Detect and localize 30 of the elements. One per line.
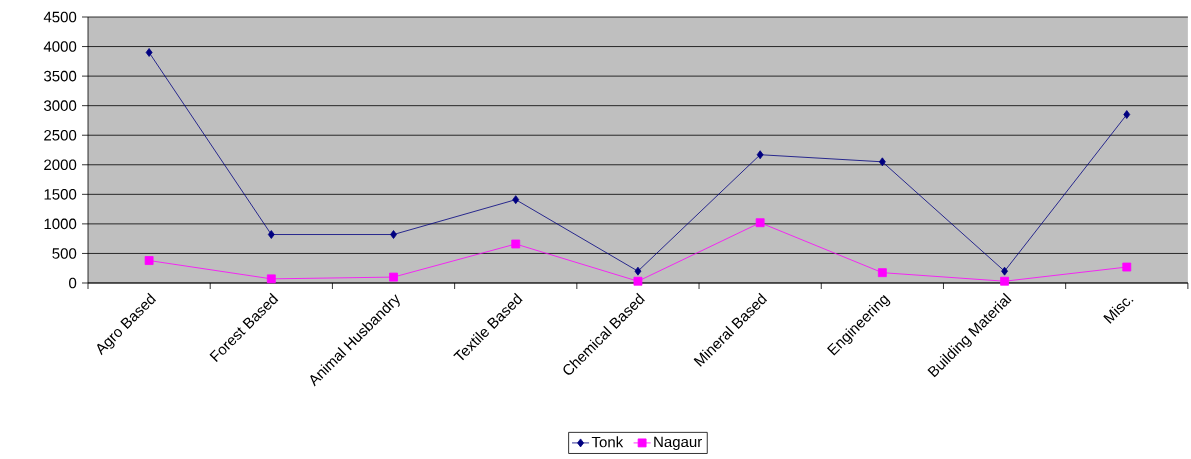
point xyxy=(267,230,275,239)
y-tick-label: 1500 xyxy=(44,189,77,200)
point xyxy=(145,48,153,57)
point xyxy=(389,272,398,282)
point xyxy=(390,230,397,239)
point xyxy=(755,218,765,228)
point xyxy=(878,157,886,167)
y-tick-label: 0 xyxy=(69,277,77,289)
legend-label: Nagaur xyxy=(654,436,702,451)
y-tick-label: 500 xyxy=(52,248,77,259)
point xyxy=(634,266,642,276)
y-tick-label: 3000 xyxy=(44,100,77,111)
point xyxy=(633,276,643,286)
y-tick-label: 1000 xyxy=(44,218,77,230)
point xyxy=(1123,110,1131,119)
point xyxy=(266,274,276,284)
y-tick-label: 2500 xyxy=(44,129,77,141)
point xyxy=(511,239,521,249)
y-tick-label: 4000 xyxy=(43,41,77,52)
point xyxy=(1122,262,1132,272)
point xyxy=(1001,266,1008,276)
point xyxy=(1000,276,1009,286)
point xyxy=(877,268,887,278)
point xyxy=(756,150,764,160)
y-tick-label: 2000 xyxy=(44,159,77,171)
y-tick-label: 4500 xyxy=(43,11,77,23)
point xyxy=(144,256,154,265)
y-tick-label: 3500 xyxy=(44,70,77,82)
point xyxy=(512,195,520,205)
legend-label: Tonk xyxy=(591,436,624,448)
